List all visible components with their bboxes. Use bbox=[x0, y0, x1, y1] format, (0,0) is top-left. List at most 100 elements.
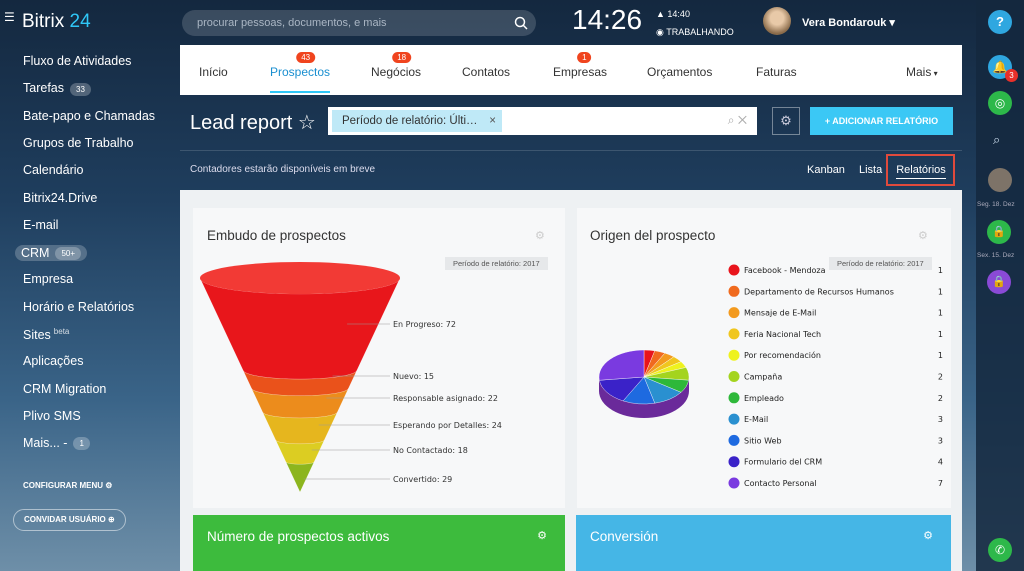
search-button[interactable]: ⌕ bbox=[993, 132, 1001, 147]
menu-label: Fluxo de Atividades bbox=[23, 54, 132, 68]
add-report-button[interactable]: + ADICIONAR RELATÓRIO bbox=[810, 107, 953, 135]
logo-number: 24 bbox=[69, 11, 91, 32]
menu-item[interactable]: CRM 50+ bbox=[15, 245, 88, 262]
menu-icon[interactable]: ☰ bbox=[4, 10, 15, 24]
invite-button[interactable]: CONVIDAR USUÁRIO ⊕ bbox=[13, 509, 126, 531]
tab-label: Empresas bbox=[553, 65, 608, 79]
pie-period: Período de relatório: 2017 bbox=[829, 257, 932, 270]
menu-item[interactable]: Aplicações bbox=[23, 354, 83, 368]
legend-swatch bbox=[728, 434, 740, 446]
tab[interactable]: Orçamentos bbox=[647, 65, 712, 79]
tab-label: Início bbox=[199, 65, 228, 79]
funnel-segment bbox=[242, 369, 358, 396]
filter-box[interactable]: Período de relatório: Últi… × ⌕ ✕ bbox=[328, 107, 757, 135]
funnel-period: Período de relatório: 2017 bbox=[445, 257, 548, 270]
tab[interactable]: Faturas bbox=[756, 65, 797, 79]
search-box[interactable]: procurar pessoas, documentos, e mais bbox=[182, 10, 536, 36]
tab-label: Contatos bbox=[462, 65, 511, 79]
funnel-label: Convertido: 29 bbox=[393, 475, 452, 484]
view-list[interactable]: Lista bbox=[859, 164, 883, 176]
view-reports: Relatórios bbox=[896, 164, 946, 179]
filter-text: Período de relatório: Últi… bbox=[342, 115, 478, 127]
tab-badge: 43 bbox=[296, 52, 316, 63]
tab-label: Prospectos bbox=[270, 65, 331, 79]
widget-settings[interactable]: ⚙ bbox=[918, 230, 928, 242]
menu-item[interactable]: E-mail bbox=[23, 218, 58, 232]
tab-label: Faturas bbox=[756, 65, 797, 79]
legend-swatch bbox=[728, 413, 740, 425]
tab[interactable]: Contatos bbox=[462, 65, 510, 79]
menu-label: CRM bbox=[21, 246, 50, 261]
view-kanban[interactable]: Kanban bbox=[807, 164, 845, 176]
charts: En Progreso: 72 Nuevo: 15 Responsable asig… bbox=[199, 262, 943, 493]
phone-button[interactable]: ✆ bbox=[988, 538, 1012, 562]
conversion-widget: Conversión ⚙ bbox=[576, 515, 951, 571]
settings-button[interactable]: ⚙ bbox=[772, 107, 800, 135]
legend-name: Contacto Personal bbox=[744, 479, 817, 488]
legend-value: 1 bbox=[938, 266, 943, 275]
widget-settings[interactable]: ⚙ bbox=[535, 230, 545, 242]
menu-badge: 1 bbox=[73, 437, 90, 451]
funnel-label: En Progreso: 72 bbox=[393, 320, 456, 329]
tab[interactable]: Prospectos 43 bbox=[270, 52, 331, 79]
clock[interactable]: 14:26 bbox=[572, 4, 643, 35]
menu-item[interactable]: Mais... - 1 bbox=[23, 436, 90, 451]
lock-purple[interactable]: 🔒 bbox=[987, 270, 1011, 294]
widget-settings[interactable]: ⚙ bbox=[923, 530, 933, 542]
invite-text: CONVIDAR USUÁRIO bbox=[24, 515, 106, 524]
menu-item[interactable]: CRM Migration bbox=[23, 382, 106, 396]
legend-value: 1 bbox=[938, 309, 943, 318]
date-label: Sex. 15. Dez bbox=[977, 252, 1015, 259]
filter-chip[interactable]: Período de relatório: Últi… × bbox=[332, 110, 502, 132]
user-menu[interactable]: Vera Bondarouk ▾ bbox=[802, 17, 895, 29]
status-text: TRABALHANDO bbox=[666, 27, 734, 37]
filter-icons[interactable]: ⌕ ✕ bbox=[727, 113, 747, 127]
chat-button[interactable]: ◎ bbox=[988, 91, 1012, 115]
search-placeholder: procurar pessoas, documentos, e mais bbox=[197, 17, 387, 29]
page-title: Lead report ☆ bbox=[190, 112, 316, 134]
logo[interactable]: Bitrix 24 bbox=[22, 11, 91, 33]
contact-avatar[interactable] bbox=[988, 168, 1012, 192]
menu-label: Calendário bbox=[23, 163, 84, 178]
view-reports-highlight[interactable]: Relatórios bbox=[886, 154, 955, 186]
menu-label: Plivo SMS bbox=[23, 408, 81, 423]
legend-value: 2 bbox=[938, 394, 943, 403]
legend-value: 1 bbox=[938, 351, 943, 360]
tab[interactable]: Mais ▾ bbox=[906, 65, 938, 79]
menu-item[interactable]: Empresa bbox=[23, 272, 73, 286]
menu-item[interactable]: Tarefas 33 bbox=[23, 81, 91, 96]
tab-label: Mais bbox=[906, 65, 932, 79]
funnel-label: Nuevo: 15 bbox=[393, 372, 434, 381]
notification-count: 3 bbox=[1005, 69, 1018, 82]
legend-name: Feria Nacional Tech bbox=[744, 330, 821, 339]
menu-item[interactable]: Bate-papo e Chamadas bbox=[23, 109, 155, 123]
menu-item[interactable]: Grupos de Trabalho bbox=[23, 136, 134, 150]
legend-value: 3 bbox=[938, 415, 943, 424]
work-status[interactable]: ◉ TRABALHANDO bbox=[656, 27, 734, 37]
legend-name: Departamento de Recursos Humanos bbox=[744, 287, 894, 296]
help-button[interactable]: ? bbox=[988, 10, 1012, 34]
menu-label: Bitrix24.Drive bbox=[23, 190, 98, 205]
legend-value: 4 bbox=[938, 458, 943, 467]
menu-item[interactable]: Calendário bbox=[23, 163, 83, 177]
menu-item[interactable]: Plivo SMS bbox=[23, 409, 81, 423]
funnel-label: Responsable asignado: 22 bbox=[393, 394, 498, 403]
menu-item[interactable]: Fluxo de Atividades bbox=[23, 54, 131, 68]
menu-item[interactable]: Sites beta bbox=[23, 327, 69, 342]
tab[interactable]: Início bbox=[199, 65, 228, 79]
funnel-label: Esperando por Detalles: 24 bbox=[393, 421, 502, 430]
menu-item[interactable]: Bitrix24.Drive bbox=[23, 191, 97, 205]
legend-swatch bbox=[728, 477, 740, 489]
date-label: Seg. 18. Dez bbox=[977, 201, 1015, 208]
menu-item[interactable]: Horário e Relatórios bbox=[23, 300, 134, 314]
legend-value: 2 bbox=[938, 373, 943, 382]
configure-menu[interactable]: CONFIGURAR MENU ⚙ bbox=[23, 481, 113, 490]
tab[interactable]: Empresas 1 bbox=[553, 52, 608, 79]
tab[interactable]: Negócios 18 bbox=[371, 52, 421, 79]
widget-settings[interactable]: ⚙ bbox=[537, 530, 547, 542]
funnel-segment bbox=[262, 411, 338, 445]
user-avatar[interactable] bbox=[763, 7, 791, 35]
funnel-segment bbox=[285, 461, 315, 493]
lock-green[interactable]: 🔒 bbox=[987, 220, 1011, 244]
